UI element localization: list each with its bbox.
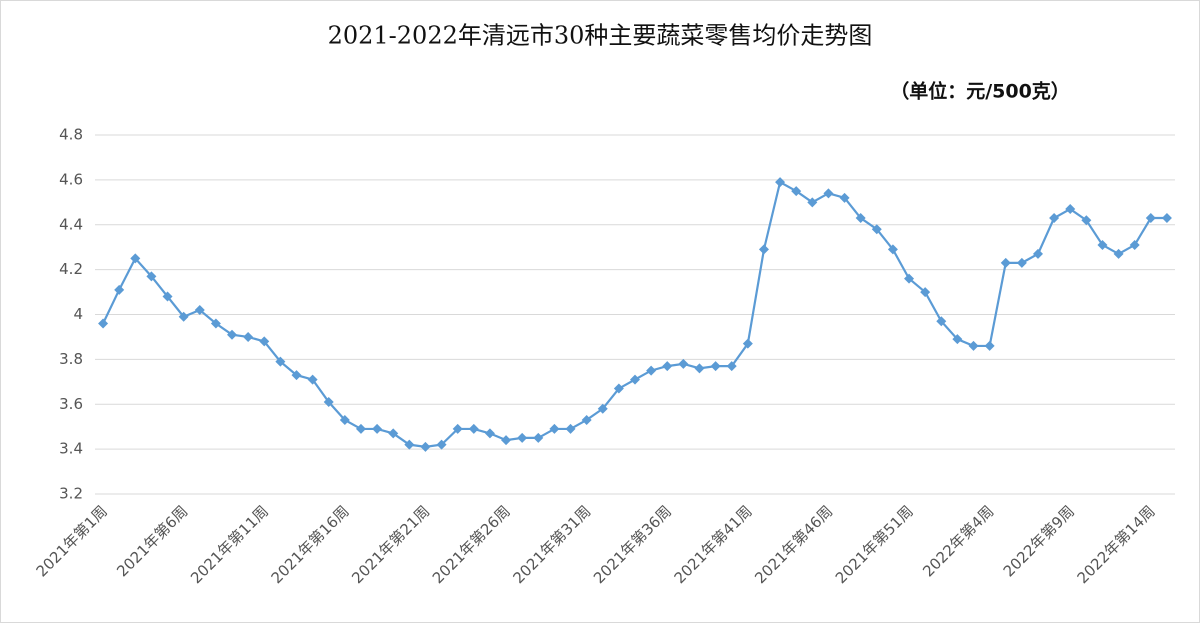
data-point <box>178 311 189 322</box>
data-point <box>920 287 931 298</box>
data-point <box>146 271 157 282</box>
data-point <box>613 383 624 394</box>
data-point <box>936 316 947 327</box>
data-point <box>646 365 657 376</box>
data-point <box>726 361 737 372</box>
data-point <box>839 192 850 203</box>
y-tick-label: 4.2 <box>59 260 83 278</box>
data-point <box>742 338 753 349</box>
y-tick-label: 3.8 <box>59 350 83 368</box>
data-point <box>98 318 109 329</box>
y-tick-label: 4.4 <box>59 215 83 233</box>
data-point <box>275 356 286 367</box>
y-tick-label: 4 <box>73 305 83 323</box>
data-point <box>904 273 915 284</box>
data-point <box>662 361 673 372</box>
data-point <box>307 374 318 385</box>
data-point <box>355 423 366 434</box>
data-point <box>887 244 898 255</box>
data-point <box>452 423 463 434</box>
data-point <box>259 336 270 347</box>
data-point <box>823 188 834 199</box>
data-point <box>162 291 173 302</box>
data-point <box>758 244 769 255</box>
data-point <box>227 329 238 340</box>
data-point <box>597 403 608 414</box>
data-point <box>1065 204 1076 215</box>
chart-title: 2021-2022年清远市30种主要蔬菜零售均价走势图 <box>328 22 873 50</box>
data-point <box>420 441 431 452</box>
data-point <box>630 374 640 385</box>
data-point <box>1161 213 1172 224</box>
y-tick-label: 4.8 <box>59 126 83 144</box>
data-point <box>968 340 979 351</box>
data-point <box>549 423 560 434</box>
data-point <box>952 334 963 345</box>
data-point <box>871 224 882 235</box>
data-point <box>484 428 495 439</box>
data-point <box>1081 215 1092 226</box>
y-tick-label: 3.2 <box>59 485 83 503</box>
data-point <box>194 305 205 316</box>
data-point <box>791 186 802 197</box>
data-point <box>1129 239 1140 250</box>
y-tick-label: 3.6 <box>59 395 83 413</box>
data-point <box>533 432 544 443</box>
data-point <box>501 435 512 446</box>
data-point <box>243 331 254 342</box>
data-point <box>1113 248 1124 259</box>
data-point <box>807 197 818 208</box>
data-point <box>775 177 786 188</box>
data-point <box>694 363 705 374</box>
data-point <box>468 423 479 434</box>
data-point <box>1000 257 1011 268</box>
data-point <box>210 318 221 329</box>
data-point <box>565 423 576 434</box>
data-point <box>339 414 350 425</box>
data-point <box>388 428 399 439</box>
data-point <box>130 253 141 264</box>
data-point <box>372 423 383 434</box>
data-point <box>710 361 721 372</box>
data-point <box>114 284 125 295</box>
data-point <box>291 370 302 381</box>
y-tick-label: 3.4 <box>59 440 83 458</box>
y-tick-label: 4.6 <box>59 170 83 188</box>
data-point <box>1016 257 1027 268</box>
data-point <box>404 439 415 450</box>
data-point <box>984 340 995 351</box>
data-point <box>678 358 689 369</box>
data-point <box>855 213 866 224</box>
data-point <box>1049 213 1060 224</box>
data-point <box>517 432 528 443</box>
data-point <box>1145 213 1156 224</box>
data-point <box>436 439 447 450</box>
chart-subtitle: （单位：元/500克） <box>890 80 1070 103</box>
data-point <box>1032 248 1043 259</box>
data-point <box>1097 239 1108 250</box>
data-point <box>581 414 592 425</box>
data-point <box>323 397 334 408</box>
